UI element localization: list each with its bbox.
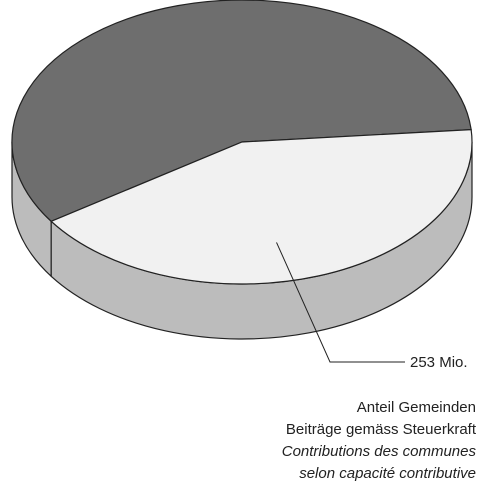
caption-line: Anteil Gemeinden bbox=[357, 399, 476, 416]
pie-slice bbox=[11, 0, 472, 223]
caption-line: Contributions des communes bbox=[282, 443, 477, 460]
caption-line: Beiträge gemäss Steuerkraft bbox=[286, 421, 477, 438]
pie-slice bbox=[50, 128, 473, 285]
leader-line bbox=[276, 242, 405, 363]
caption-line: selon capacité contributive bbox=[299, 465, 476, 482]
value-label: 253 Mio. bbox=[410, 354, 468, 371]
